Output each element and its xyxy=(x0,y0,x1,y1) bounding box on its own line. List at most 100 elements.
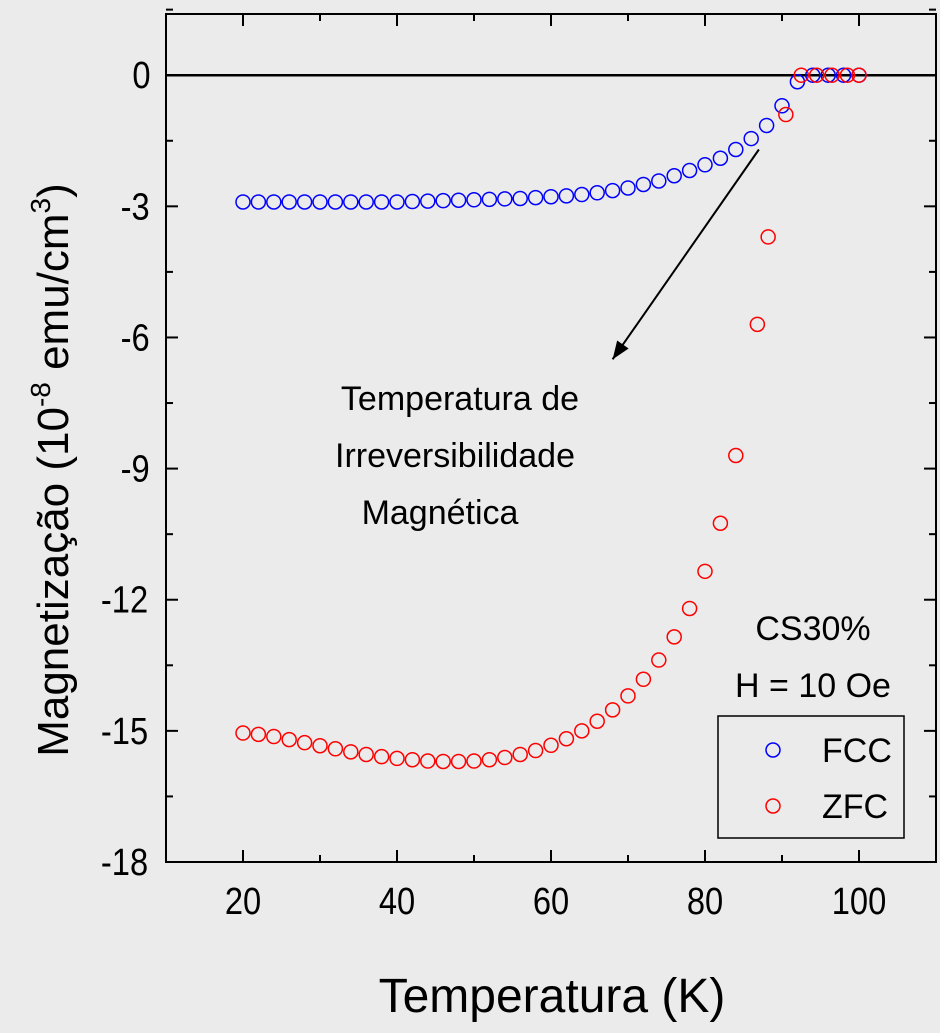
legend-marker-fcc xyxy=(765,742,781,758)
y-tick-label: -12 xyxy=(101,578,148,621)
point-fcc xyxy=(235,194,251,210)
point-zfc xyxy=(808,67,825,83)
point-zfc xyxy=(681,600,698,617)
point-fcc xyxy=(373,194,390,210)
point-fcc xyxy=(512,190,528,207)
y-tick-label: -3 xyxy=(121,185,150,228)
y-label-exponent-2: 3 xyxy=(25,198,56,214)
point-zfc xyxy=(527,742,544,759)
point-zfc xyxy=(824,67,840,83)
point-zfc xyxy=(358,746,374,763)
point-zfc xyxy=(635,671,652,688)
point-fcc xyxy=(435,192,451,209)
y-tick-label: -9 xyxy=(121,447,150,490)
annotation-line-3: Magnética xyxy=(362,494,519,532)
point-fcc xyxy=(835,67,852,83)
point-zfc xyxy=(651,652,667,668)
y-label-suffix: ) xyxy=(29,183,78,198)
point-fcc xyxy=(250,194,267,210)
point-zfc xyxy=(728,447,744,464)
point-zfc xyxy=(697,563,713,580)
point-zfc xyxy=(250,726,267,743)
point-fcc xyxy=(404,193,421,210)
point-fcc xyxy=(327,194,344,210)
x-tick-label: 40 xyxy=(379,880,415,923)
point-fcc xyxy=(558,188,575,204)
point-fcc xyxy=(266,194,282,210)
point-fcc xyxy=(635,176,652,193)
point-fcc xyxy=(820,67,836,83)
point-zfc xyxy=(266,728,282,745)
point-zfc xyxy=(851,67,867,83)
point-fcc xyxy=(604,182,621,199)
point-fcc xyxy=(758,117,775,134)
legend: FCC ZFC xyxy=(717,715,905,839)
y-tick-label: 0 xyxy=(132,54,150,97)
y-axis-label: Magnetização (10-8 emu/cm3) xyxy=(25,183,78,757)
point-zfc xyxy=(466,753,482,769)
point-fcc xyxy=(343,194,359,210)
point-fcc xyxy=(728,141,744,158)
point-zfc xyxy=(343,744,359,760)
point-fcc xyxy=(774,98,790,114)
point-zfc xyxy=(312,737,328,754)
legend-label-zfc: ZFC xyxy=(822,788,888,826)
point-zfc xyxy=(235,725,251,741)
point-fcc xyxy=(589,185,605,201)
point-zfc xyxy=(760,229,776,245)
y-tick-label: -6 xyxy=(121,316,150,359)
x-axis-label: Temperatura (K) xyxy=(379,970,726,1023)
point-zfc xyxy=(481,751,498,768)
point-zfc xyxy=(389,750,405,767)
point-fcc xyxy=(450,192,467,208)
legend-label-fcc: FCC xyxy=(822,732,892,770)
point-fcc xyxy=(697,157,713,173)
point-fcc xyxy=(481,191,498,208)
point-fcc xyxy=(466,192,482,208)
point-zfc xyxy=(543,737,559,754)
point-fcc xyxy=(543,188,559,205)
point-zfc xyxy=(296,734,313,751)
point-zfc xyxy=(574,723,590,739)
point-zfc xyxy=(420,753,436,769)
point-zfc xyxy=(604,702,621,718)
point-zfc xyxy=(558,730,575,747)
point-zfc xyxy=(404,751,421,768)
x-tick-label: 80 xyxy=(687,880,723,923)
point-fcc xyxy=(651,173,667,189)
point-fcc xyxy=(712,150,729,166)
field-label: H = 10 Oe xyxy=(735,667,891,705)
point-zfc xyxy=(497,749,513,766)
point-fcc xyxy=(312,194,328,210)
point-fcc xyxy=(296,194,313,210)
annotation-group: Temperatura de Irreversibilidade Magnéti… xyxy=(335,148,760,532)
point-fcc xyxy=(620,180,636,196)
point-fcc xyxy=(681,162,698,179)
point-zfc xyxy=(666,629,682,645)
point-zfc xyxy=(778,106,794,123)
point-fcc xyxy=(497,191,513,207)
point-fcc xyxy=(420,193,436,209)
legend-box xyxy=(717,715,905,839)
point-fcc xyxy=(358,194,374,210)
point-zfc xyxy=(793,67,809,83)
y-label-exponent-1: -8 xyxy=(25,382,56,407)
point-zfc xyxy=(620,688,636,704)
axes-group: 20 40 60 80 100 0 -3 -6 -9 -12 -15 -18 xyxy=(101,8,937,923)
point-fcc xyxy=(666,167,682,184)
y-label-prefix: Magnetização (10 xyxy=(29,407,78,757)
y-tick-label: -15 xyxy=(101,710,148,753)
point-zfc xyxy=(327,741,344,757)
point-zfc xyxy=(839,67,856,83)
point-fcc xyxy=(805,67,821,83)
point-fcc xyxy=(743,130,759,147)
sample-label: CS30% xyxy=(755,610,870,648)
x-tick-label: 100 xyxy=(832,880,887,923)
point-zfc xyxy=(749,316,766,333)
series-zfc-markers xyxy=(235,67,867,770)
annotation-line-1: Temperatura de xyxy=(341,380,579,418)
point-fcc xyxy=(574,186,590,203)
x-tick-label: 20 xyxy=(225,880,261,923)
